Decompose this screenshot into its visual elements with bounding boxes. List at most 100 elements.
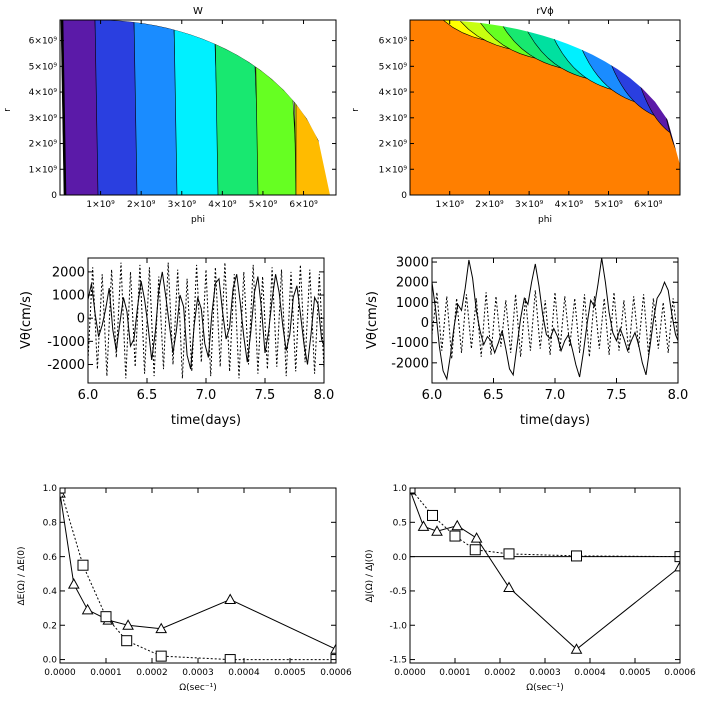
vtheta-left-series-dotted [88, 262, 324, 379]
angular-ytick-label: 0.5 [393, 518, 407, 528]
vtheta-right-xtick-label: 7.5 [606, 388, 627, 403]
energy-square-marker [224, 654, 236, 663]
angular-square-marker [469, 544, 481, 556]
w-ytick-label: 4×10⁹ [29, 88, 58, 98]
rvphi-xtick-label: 3×10⁹ [515, 200, 544, 210]
panel-w-contour: W 1×10⁹ 2×10⁹ 3×10⁹ 4×10⁹ 5×10⁹ 6×10⁹ 0 1×10⁹ 2×… [3, 6, 337, 225]
xlabel-vtheta-right: time(days) [520, 413, 590, 428]
vtheta-right-xtick-label: 6.0 [422, 388, 443, 403]
angular-triangle-marker [417, 520, 430, 531]
energy-ytick-label: 0.4 [43, 587, 58, 597]
vtheta-left-ytick-label: 0 [77, 312, 85, 327]
angular-triangle-marker [431, 525, 443, 536]
energy-triangle-marker [330, 643, 336, 654]
w-xtick-label: 1×10⁹ [86, 200, 115, 210]
angular-xtick-label: 0.0006 [664, 668, 696, 678]
w-ytick-label: 6×10⁹ [29, 37, 58, 47]
energy-ytick-label: 0.2 [43, 621, 57, 631]
energy-xtick-label: 0.0003 [182, 668, 214, 678]
vtheta-left-ytick-label: -1000 [47, 335, 85, 350]
rvphi-xtick-label: 6×10⁹ [634, 200, 663, 210]
energy-xtick-label: 0.0002 [136, 668, 168, 678]
w-xtick-label: 3×10⁹ [168, 200, 197, 210]
angular-xtick-label: 0.0000 [394, 668, 426, 678]
energy-triangle-marker [122, 619, 134, 630]
rvphi-ytick-label: 5×10⁹ [379, 62, 408, 72]
energy-triangle-marker [224, 593, 237, 605]
energy-square-marker [60, 488, 66, 494]
vtheta-right-series-dotted [432, 290, 678, 359]
plot-frame-angular [409, 487, 681, 664]
panel-angular-momentum-ratio: 0.0000 0.0001 0.0002 0.0003 0.0004 0.0005 0.00… [365, 484, 696, 693]
w-empty-region [98, 20, 336, 195]
vtheta-left-xtick-label: 6.0 [78, 388, 99, 403]
rvphi-xtick-label: 2×10⁹ [475, 200, 504, 210]
w-ytick-label: 2×10⁹ [29, 140, 58, 150]
rvphi-ytick-label: 4×10⁹ [379, 88, 408, 98]
ylabel-vtheta-right: Vθ(cm/s) [365, 291, 380, 349]
title-w: W [193, 6, 203, 17]
energy-xtick-label: 0.0004 [228, 668, 260, 678]
rvphi-contour-bands [410, 20, 680, 195]
ylabel-vtheta-left: Vθ(cm/s) [19, 291, 34, 349]
energy-xtick-label: 0.0000 [44, 668, 76, 678]
vtheta-right-xtick-label: 7.0 [545, 388, 566, 403]
angular-xtick-label: 0.0001 [439, 668, 471, 678]
vtheta-left-xtick-label: 7.0 [196, 388, 217, 403]
angular-triangle-marker [470, 532, 483, 543]
title-rvphi: rVϕ [536, 6, 554, 17]
energy-ytick-label: 0.6 [43, 553, 58, 563]
panel-vtheta-right: 6.0 6.5 7.0 7.5 8.0 -2000 -1000 0 1000 2000 3000 t… [365, 256, 688, 428]
energy-square-marker [155, 650, 167, 662]
xlabel-w: phi [191, 215, 205, 225]
vtheta-right-ytick-label: -1000 [391, 336, 429, 351]
energy-square-marker [121, 635, 133, 647]
w-ytick-label: 3×10⁹ [29, 114, 58, 124]
ylabel-w: r [3, 108, 13, 112]
angular-square-marker [571, 550, 582, 562]
energy-triangle-marker [81, 603, 94, 615]
angular-series-dotted [410, 488, 680, 558]
vtheta-left-xtick-label: 6.5 [137, 388, 158, 403]
energy-triangle-marker [67, 578, 80, 589]
rvphi-empty-region [430, 20, 680, 165]
ylabel-rvphi: r [351, 108, 361, 112]
rvphi-xtick-label: 1×10⁹ [436, 200, 465, 210]
w-band [94, 20, 140, 195]
vtheta-left-ytick-label: 2000 [52, 265, 85, 280]
angular-square-marker [449, 530, 461, 542]
w-xtick-label: 2×10⁹ [127, 200, 156, 210]
vtheta-right-ytick-label: 1000 [396, 296, 429, 311]
vtheta-left-series-solid [88, 271, 324, 370]
angular-triangle-marker [451, 519, 464, 531]
plot-frame-w [59, 19, 337, 196]
vtheta-left-ytick-label: 1000 [52, 289, 85, 304]
panel-vtheta-left: 6.0 6.5 7.0 7.5 8.0 -2000 -1000 0 1000 2000 time(… [19, 257, 335, 428]
vtheta-right-xtick-label: 8.0 [668, 388, 689, 403]
angular-triangle-marker [674, 560, 680, 572]
angular-square-marker [427, 509, 438, 521]
angular-xtick-label: 0.0004 [574, 668, 606, 678]
vtheta-left-xtick-label: 8.0 [314, 388, 335, 403]
plot-frame-vtheta-right [431, 257, 679, 384]
panel-rvphi-contour: rVϕ 1×10⁹ 2×10⁹ 3×10⁹ 4×10⁹ 5×10⁹ 6×10⁹ 0 1×10⁹… [351, 6, 681, 225]
panel-energy-ratio: 0.0000 0.0001 0.0002 0.0003 0.0004 0.0005 0.00… [17, 484, 352, 693]
xlabel-rvphi: phi [538, 215, 552, 225]
energy-xtick-label: 0.0005 [274, 668, 306, 678]
xlabel-vtheta-left: time(days) [171, 413, 241, 428]
angular-ytick-label: -1.5 [389, 656, 407, 666]
energy-square-marker [100, 611, 112, 623]
vtheta-right-xtick-label: 6.5 [483, 388, 504, 403]
angular-ytick-label: -1.0 [389, 621, 407, 631]
energy-triangle-marker [155, 622, 168, 634]
angular-square-marker [503, 548, 515, 560]
angular-square-marker [410, 488, 416, 494]
energy-square-marker [77, 559, 89, 571]
w-ytick-label: 1×10⁹ [29, 165, 58, 175]
angular-series-solid [410, 489, 680, 650]
angular-xtick-label: 0.0002 [484, 668, 516, 678]
vtheta-right-ytick-label: 3000 [396, 256, 429, 271]
rvphi-ytick-label: 6×10⁹ [379, 37, 408, 47]
vtheta-right-ytick-label: 2000 [396, 276, 429, 291]
xlabel-energy: Ω(sec⁻¹) [179, 683, 216, 693]
